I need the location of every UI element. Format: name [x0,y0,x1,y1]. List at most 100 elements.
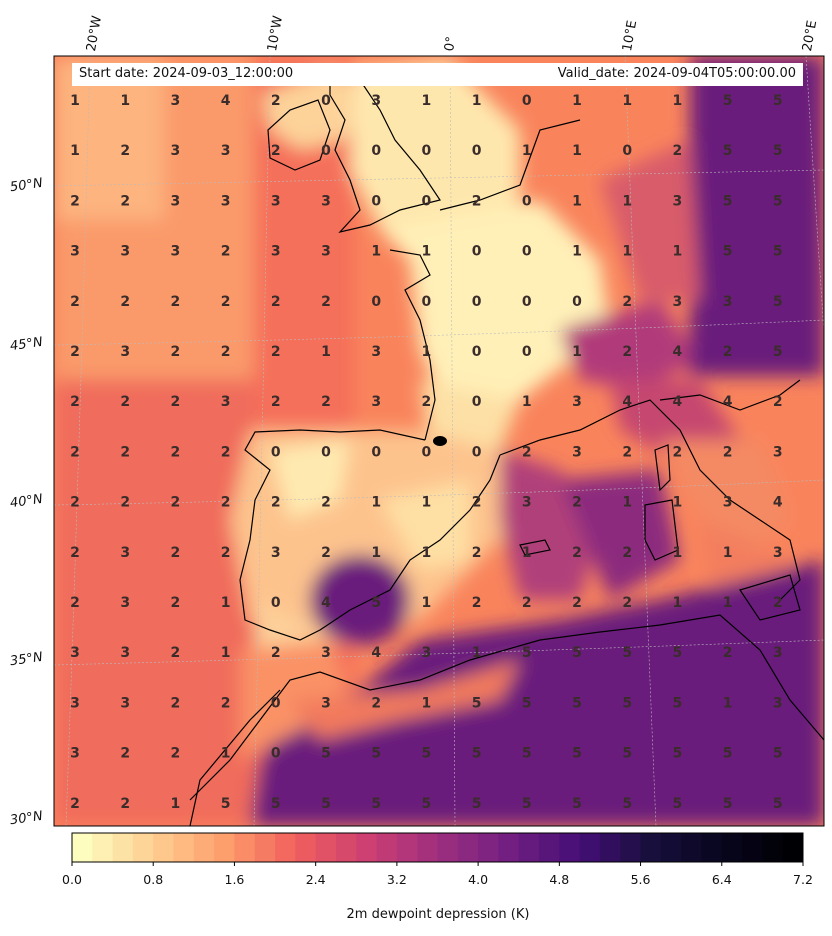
grid-value: 2 [472,495,482,511]
grid-value: 0 [271,444,281,460]
grid-value: 5 [723,143,733,159]
grid-value: 2 [70,344,80,360]
date-header-box [72,63,803,86]
grid-value: 1 [120,93,130,109]
grid-value: 0 [522,93,532,109]
colorbar-segment [782,833,804,862]
grid-value: 5 [673,796,683,812]
colorbar-segment [518,833,540,862]
grid-value: 2 [171,695,181,711]
grid-value: 5 [773,193,783,209]
grid-value: 5 [773,244,783,260]
grid-value: 5 [522,796,532,812]
grid-value: 0 [572,294,582,310]
grid-value: 2 [723,344,733,360]
grid-value: 0 [271,695,281,711]
grid-value: 2 [70,193,80,209]
grid-value: 0 [522,244,532,260]
grid-value: 5 [723,93,733,109]
grid-value: 4 [673,344,683,360]
grid-value: 3 [773,695,783,711]
colorbar-segment [437,833,459,862]
grid-value: 1 [723,545,733,561]
grid-value: 2 [221,545,231,561]
colorbar-segment [112,833,134,862]
grid-value: 2 [723,444,733,460]
grid-value: 5 [321,796,331,812]
grid-value: 2 [271,495,281,511]
grid-value-labels: 1 1 3 4 2 0 3 1 1 0 1 1 1 5 5 1 2 3 3 2 0 0 0 0 1 1 0 2 5 5 2 2 3 3 3 3 0 0 2 0… [70,93,783,812]
grid-value: 2 [321,294,331,310]
grid-value: 3 [371,394,381,410]
colorbar-segment [396,833,418,862]
grid-value: 5 [622,796,632,812]
grid-value: 1 [171,796,181,812]
grid-value: 2 [70,495,80,511]
grid-value: 5 [472,746,482,762]
colorbar-segment [640,833,662,862]
grid-value: 5 [572,796,582,812]
grid-value: 1 [221,645,231,661]
grid-value: 0 [522,344,532,360]
grid-value: 5 [723,193,733,209]
colorbar-segment [559,833,581,862]
grid-value: 1 [472,645,482,661]
grid-value: 3 [70,645,80,661]
grid-value: 3 [120,595,130,611]
grid-value: 3 [773,645,783,661]
grid-value: 5 [422,746,432,762]
colorbar-segment [132,833,154,862]
grid-value: 1 [572,244,582,260]
grid-value: 5 [321,746,331,762]
grid-value: 2 [271,143,281,159]
grid-value: 1 [673,595,683,611]
grid-value: 1 [622,193,632,209]
grid-value: 1 [723,595,733,611]
grid-value: 2 [572,495,582,511]
grid-value: 5 [422,796,432,812]
colorbar-segment [660,833,682,862]
colorbar-tick-label: 0.0 [62,872,82,887]
grid-value: 3 [572,444,582,460]
grid-value: 2 [773,394,783,410]
grid-value: 5 [673,645,683,661]
grid-value: 3 [723,495,733,511]
grid-value: 5 [522,695,532,711]
grid-value: 2 [171,595,181,611]
grid-value: 2 [773,595,783,611]
grid-value: 2 [70,545,80,561]
colorbar-tick-label: 7.2 [793,872,813,887]
grid-value: 2 [472,595,482,611]
grid-value: 0 [522,193,532,209]
map-frame [53,55,825,827]
colorbar-segment [742,833,763,862]
grid-value: 1 [572,193,582,209]
grid-value: 0 [271,746,281,762]
grid-value: 2 [120,193,130,209]
grid-value: 4 [773,495,783,511]
grid-value: 3 [221,193,231,209]
grid-value: 2 [271,344,281,360]
grid-value: 3 [673,193,683,209]
grid-value: 4 [622,394,632,410]
grid-value: 5 [522,746,532,762]
colorbar-segment [173,833,195,862]
grid-value: 5 [723,746,733,762]
grid-value: 5 [773,294,783,310]
grid-value: 2 [120,495,130,511]
grid-value: 3 [321,695,331,711]
grid-value: 1 [422,93,432,109]
grid-value: 0 [422,193,432,209]
grid-value: 5 [773,796,783,812]
grid-value: 2 [70,294,80,310]
grid-value: 1 [321,344,331,360]
colorbar-segment [701,833,723,862]
grid-value: 3 [120,545,130,561]
colorbar-segment [599,833,621,862]
grid-value: 4 [221,93,231,109]
grid-value: 2 [221,444,231,460]
colorbar-segment [762,833,784,862]
colorbar-segment [457,833,479,862]
colorbar-tick-label: 4.0 [468,872,489,887]
grid-value: 0 [422,143,432,159]
